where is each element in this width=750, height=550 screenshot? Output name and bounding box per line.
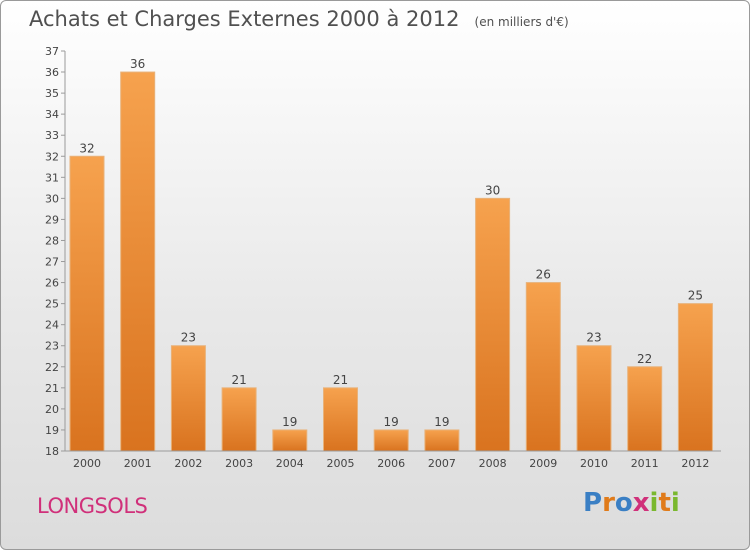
- commune-name: LONGSOLS: [37, 494, 148, 518]
- data-label-2003: 21: [231, 373, 246, 387]
- y-tick-label: 31: [45, 171, 59, 184]
- y-tick-label: 29: [45, 213, 59, 226]
- logo-letter: r: [602, 488, 615, 518]
- data-label-2009: 26: [536, 268, 551, 282]
- y-tick-label: 34: [45, 108, 59, 121]
- x-tick-label: 2000: [73, 457, 101, 470]
- data-label-2007: 19: [434, 415, 449, 429]
- bar-2005: [323, 387, 358, 452]
- bar-2006: [373, 429, 409, 452]
- logo-letter: P: [583, 488, 603, 518]
- y-tick-label: 37: [45, 45, 59, 58]
- x-tick-label: 2011: [631, 457, 659, 470]
- logo-letter: i: [649, 488, 659, 518]
- bar-2012: [677, 303, 713, 452]
- chart-title: Achats et Charges Externes 2000 à 2012: [29, 7, 460, 31]
- y-axis: 18 19 20 21 22 23 24 25 26 27 28 29 30 31 32 33 34 35 36 37: [45, 45, 66, 458]
- bar-2004: [272, 429, 308, 452]
- bar-2009: [525, 282, 561, 452]
- data-label-2001: 36: [130, 57, 145, 71]
- y-tick-label: 27: [45, 256, 59, 269]
- data-label-2010: 23: [586, 331, 601, 345]
- chart-subtitle: (en milliers d'€): [474, 15, 569, 29]
- bar-2011: [627, 366, 663, 452]
- y-tick-label: 21: [45, 382, 59, 395]
- bar-2008: [475, 197, 511, 452]
- bars: 32 36 23 21 19 21 19 19 30 26 23 22 25: [69, 57, 713, 452]
- data-label-2002: 23: [181, 331, 196, 345]
- bar-2002: [170, 345, 206, 452]
- logo-letter: i: [670, 488, 680, 518]
- logo-letter: o: [614, 488, 633, 518]
- data-label-2008: 30: [485, 183, 500, 197]
- y-tick-label: 33: [45, 129, 59, 142]
- data-label-2006: 19: [384, 415, 399, 429]
- x-tick-label: 2007: [428, 457, 456, 470]
- y-tick-label: 30: [45, 192, 59, 205]
- data-label-2011: 22: [637, 352, 652, 366]
- y-tick-label: 28: [45, 234, 59, 247]
- x-tick-label: 2003: [225, 457, 253, 470]
- x-tick-label: 2005: [327, 457, 355, 470]
- x-tick-label: 2010: [580, 457, 608, 470]
- data-label-2005: 21: [333, 373, 348, 387]
- y-tick-label: 23: [45, 340, 59, 353]
- y-tick-label: 20: [45, 403, 59, 416]
- x-tick-label: 2008: [479, 457, 507, 470]
- y-tick-label: 26: [45, 277, 59, 290]
- title-row: Achats et Charges Externes 2000 à 2012 (…: [29, 7, 569, 31]
- x-tick-label: 2002: [174, 457, 202, 470]
- y-tick-label: 25: [45, 298, 59, 311]
- x-tick-label: 2006: [377, 457, 405, 470]
- logo-letter: x: [632, 488, 650, 518]
- x-axis: 2000 2001 2002 2003 2004 2005 2006 2007 2008 2009…: [65, 450, 721, 470]
- y-tick-label: 32: [45, 150, 59, 163]
- proxiti-logo[interactable]: Proxiti: [583, 488, 680, 518]
- x-tick-label: 2004: [276, 457, 304, 470]
- bar-2007: [424, 429, 460, 452]
- x-tick-label: 2009: [529, 457, 557, 470]
- bar-2001: [120, 71, 156, 452]
- y-tick-label: 24: [45, 319, 59, 332]
- bar-2000: [69, 155, 105, 452]
- bar-2003: [221, 387, 257, 452]
- data-label-2004: 19: [282, 415, 297, 429]
- y-tick-label: 19: [45, 424, 59, 437]
- y-tick-label: 22: [45, 361, 59, 374]
- logo-letter: t: [658, 488, 671, 518]
- data-label-2012: 25: [688, 289, 703, 303]
- x-tick-label: 2012: [681, 457, 709, 470]
- data-label-2000: 32: [79, 141, 94, 155]
- x-tick-label: 2001: [124, 457, 152, 470]
- bar-2010: [576, 345, 612, 452]
- y-tick-label: 36: [45, 66, 59, 79]
- y-tick-label: 35: [45, 87, 59, 100]
- y-tick-label: 18: [45, 445, 59, 458]
